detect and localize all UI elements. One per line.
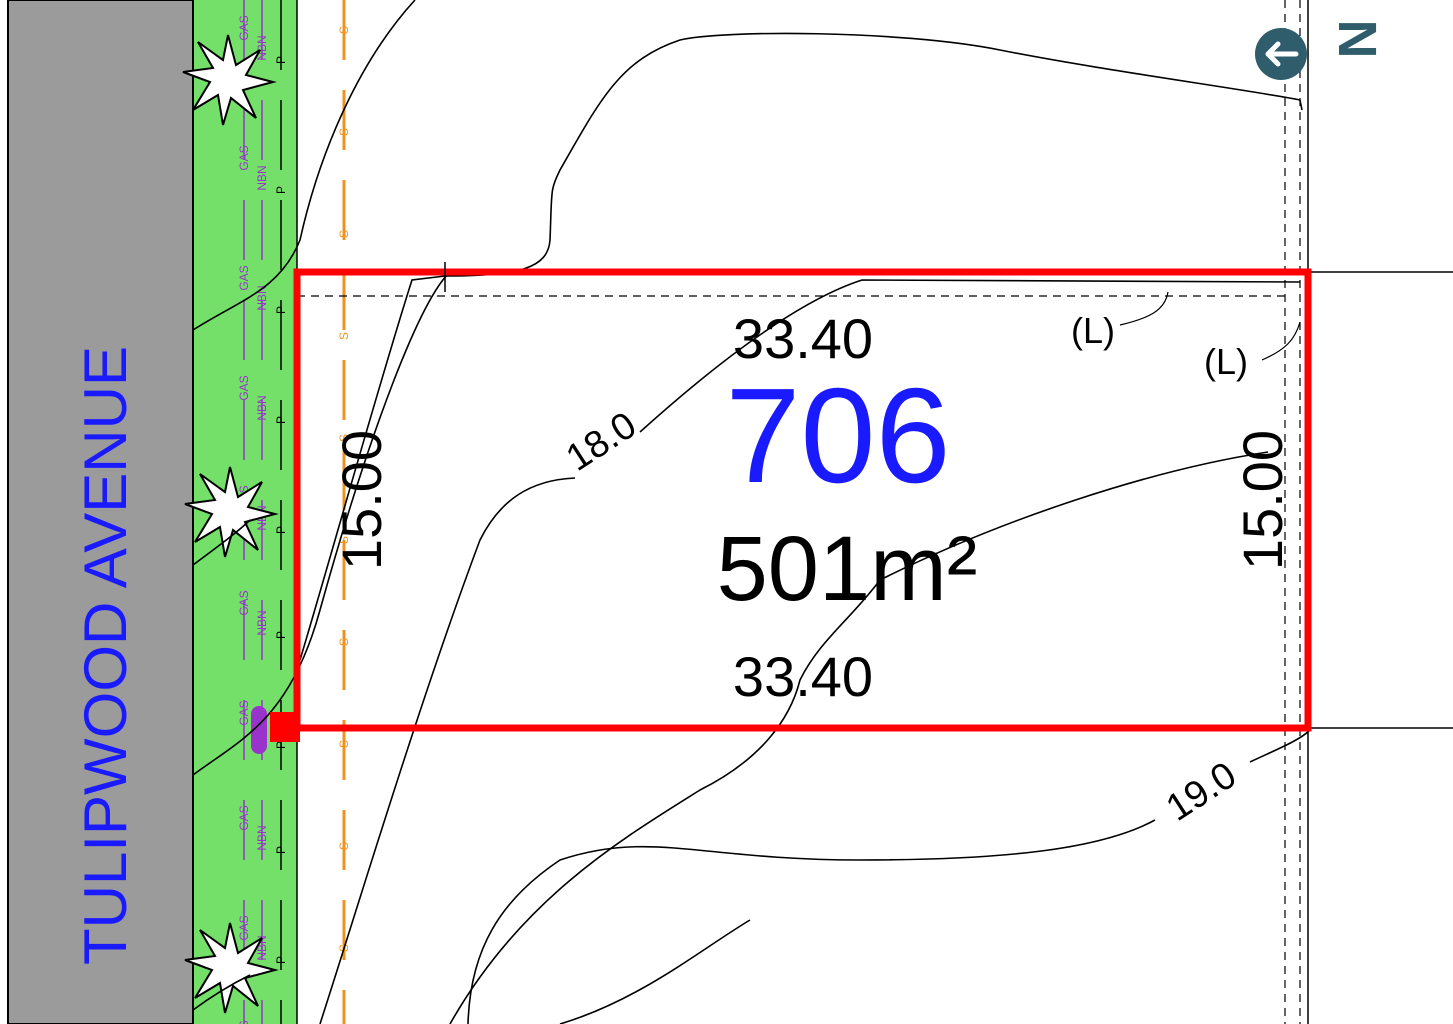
sewer-service-label: S <box>337 332 351 340</box>
gas-service-label: GAS <box>237 805 251 830</box>
street-tree-icon <box>184 466 279 558</box>
power-service-label: P <box>274 306 288 314</box>
lot-area: 501m² <box>717 518 978 620</box>
road-surface <box>7 0 194 1024</box>
nbn-service-label: NBN <box>255 395 269 420</box>
sewer-service-label: S <box>337 128 351 136</box>
sewer-service-label: S <box>337 26 351 34</box>
power-service-label: P <box>274 526 288 534</box>
power-service-label: P <box>274 416 288 424</box>
gas-service-label: GAS <box>237 145 251 170</box>
gas-service-label: GAS <box>237 590 251 615</box>
gas-service-label: GAS <box>237 265 251 290</box>
contour-label-lower: 19.0 <box>1159 754 1244 830</box>
sewer-service-label: S <box>337 842 351 850</box>
north-label: N <box>1327 20 1387 59</box>
street-tree-icon <box>184 922 279 1014</box>
sewer-service-label: S <box>337 536 351 544</box>
sewer-service-label: S <box>337 740 351 748</box>
sewer-service-label: S <box>337 230 351 238</box>
contour-lines <box>192 0 1311 1024</box>
nbn-service-label: NBN <box>255 610 269 635</box>
nbn-service-label: NBN <box>255 825 269 850</box>
street-name-label: TULIPWOOD AVENUE <box>72 346 139 965</box>
gas-service-label: GAS <box>237 15 251 40</box>
gas-service-label: GAS <box>237 1020 251 1024</box>
gas-service-label: GAS <box>237 700 251 725</box>
annotation-l-upper: (L) <box>1071 310 1115 351</box>
annotation-l-lower: (L) <box>1204 341 1248 382</box>
power-service-label: P <box>274 56 288 64</box>
power-service-label: P <box>274 741 288 749</box>
gas-service-label: GAS <box>237 915 251 940</box>
lot-boundary <box>293 268 1312 732</box>
sewer-service-label: S <box>337 434 351 442</box>
dimension-right: 15.00 <box>1231 430 1294 570</box>
dimension-left: 15.00 <box>330 430 393 570</box>
lot-number: 706 <box>725 360 950 511</box>
dimension-top: 33.40 <box>733 307 873 370</box>
north-arrow-icon: N <box>1255 20 1387 80</box>
nbn-service-label: NBN <box>255 165 269 190</box>
power-service-label: P <box>274 186 288 194</box>
service-pit <box>251 706 267 754</box>
street-tree-icon <box>182 34 277 126</box>
power-service-label: P <box>274 846 288 854</box>
gas-service-label: GAS <box>237 375 251 400</box>
dimension-bottom: 33.40 <box>733 645 873 708</box>
sewer-service-label: S <box>337 638 351 646</box>
power-service-label: P <box>274 956 288 964</box>
contour-label-upper: 18.0 <box>559 404 644 480</box>
power-service-label: P <box>274 631 288 639</box>
